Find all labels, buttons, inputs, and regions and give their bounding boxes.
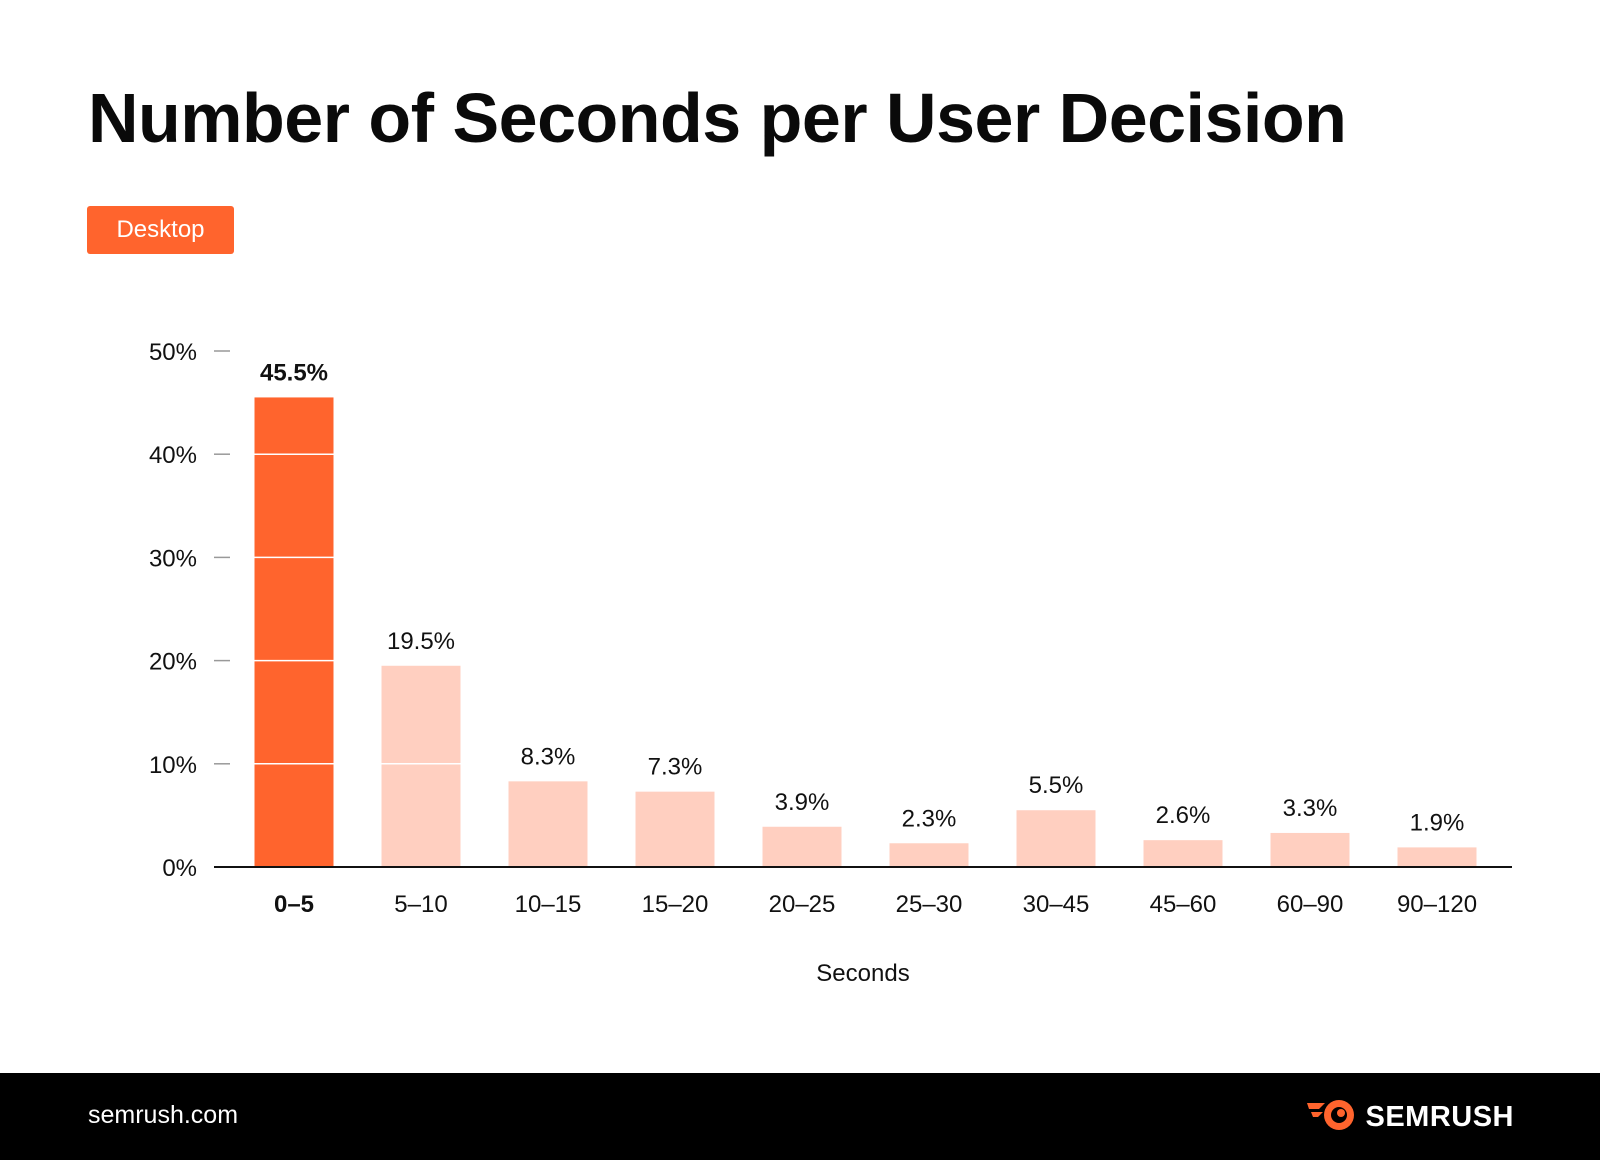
brand-logo: SEMRUSH xyxy=(1305,1097,1514,1138)
y-tick-label: 0% xyxy=(162,855,197,882)
bar-value-label: 45.5% xyxy=(260,359,328,386)
bar-value-label: 19.5% xyxy=(387,628,455,655)
y-axis: 0% 10% 20% 30% 40% 50% xyxy=(149,339,230,882)
bar-15–20 xyxy=(635,791,715,867)
footer-url[interactable]: semrush.com xyxy=(88,1101,239,1129)
y-tick-label: 20% xyxy=(149,649,197,676)
x-axis: 0–5 5–10 10–15 15–20 20–25 25–30 30–45 45–60 60–… xyxy=(214,866,1512,918)
footer: semrush.com SEMRUSH xyxy=(0,1073,1600,1160)
x-tick-label: 90–120 xyxy=(1397,891,1477,918)
bar-45–60 xyxy=(1143,840,1223,867)
bar-value-label: 3.9% xyxy=(775,789,830,816)
y-tick-label: 50% xyxy=(149,339,197,366)
x-tick-label: 0–5 xyxy=(274,891,314,918)
x-tick-label: 15–20 xyxy=(642,891,709,918)
bar-value-label: 2.3% xyxy=(902,805,957,832)
bar-90–120 xyxy=(1397,847,1477,867)
y-tick-label: 30% xyxy=(149,545,197,572)
bar-20–25 xyxy=(762,826,842,867)
bar-value-label: 5.5% xyxy=(1029,772,1084,799)
bar-0–5 xyxy=(254,397,334,867)
bar-value-label: 1.9% xyxy=(1410,809,1465,836)
semrush-flame-logo-icon xyxy=(1305,1097,1357,1138)
bar-chart: 0% 10% 20% 30% 40% 50% 45.5% 19.5% 8.3% 7.3% 3.9%… xyxy=(149,339,1512,987)
x-tick-label: 45–60 xyxy=(1150,891,1217,918)
chart-title: Number of Seconds per User Decision xyxy=(88,79,1347,157)
bar-value-label: 7.3% xyxy=(648,754,703,781)
bar-value-label: 8.3% xyxy=(521,743,576,770)
x-axis-title: Seconds xyxy=(816,960,909,987)
x-tick-label: 5–10 xyxy=(394,891,447,918)
bar-60–90 xyxy=(1270,832,1350,867)
bar-30–45 xyxy=(1016,810,1096,867)
bar-25–30 xyxy=(889,843,969,867)
brand-name: SEMRUSH xyxy=(1365,1101,1514,1133)
x-tick-label: 60–90 xyxy=(1277,891,1344,918)
bar-value-label: 2.6% xyxy=(1156,802,1211,829)
bar-10–15 xyxy=(508,781,588,867)
bar-value-label: 3.3% xyxy=(1283,795,1338,822)
x-tick-label: 30–45 xyxy=(1023,891,1090,918)
x-tick-label: 25–30 xyxy=(896,891,963,918)
bars: 45.5% 19.5% 8.3% 7.3% 3.9% 2.3% 5.5% 2.6% 3.3% 1.… xyxy=(254,359,1477,867)
y-tick-label: 40% xyxy=(149,442,197,469)
x-tick-label: 20–25 xyxy=(769,891,836,918)
bar-5–10 xyxy=(381,665,461,867)
y-tick-label: 10% xyxy=(149,752,197,779)
device-badge: Desktop xyxy=(87,206,234,254)
x-tick-label: 10–15 xyxy=(515,891,582,918)
